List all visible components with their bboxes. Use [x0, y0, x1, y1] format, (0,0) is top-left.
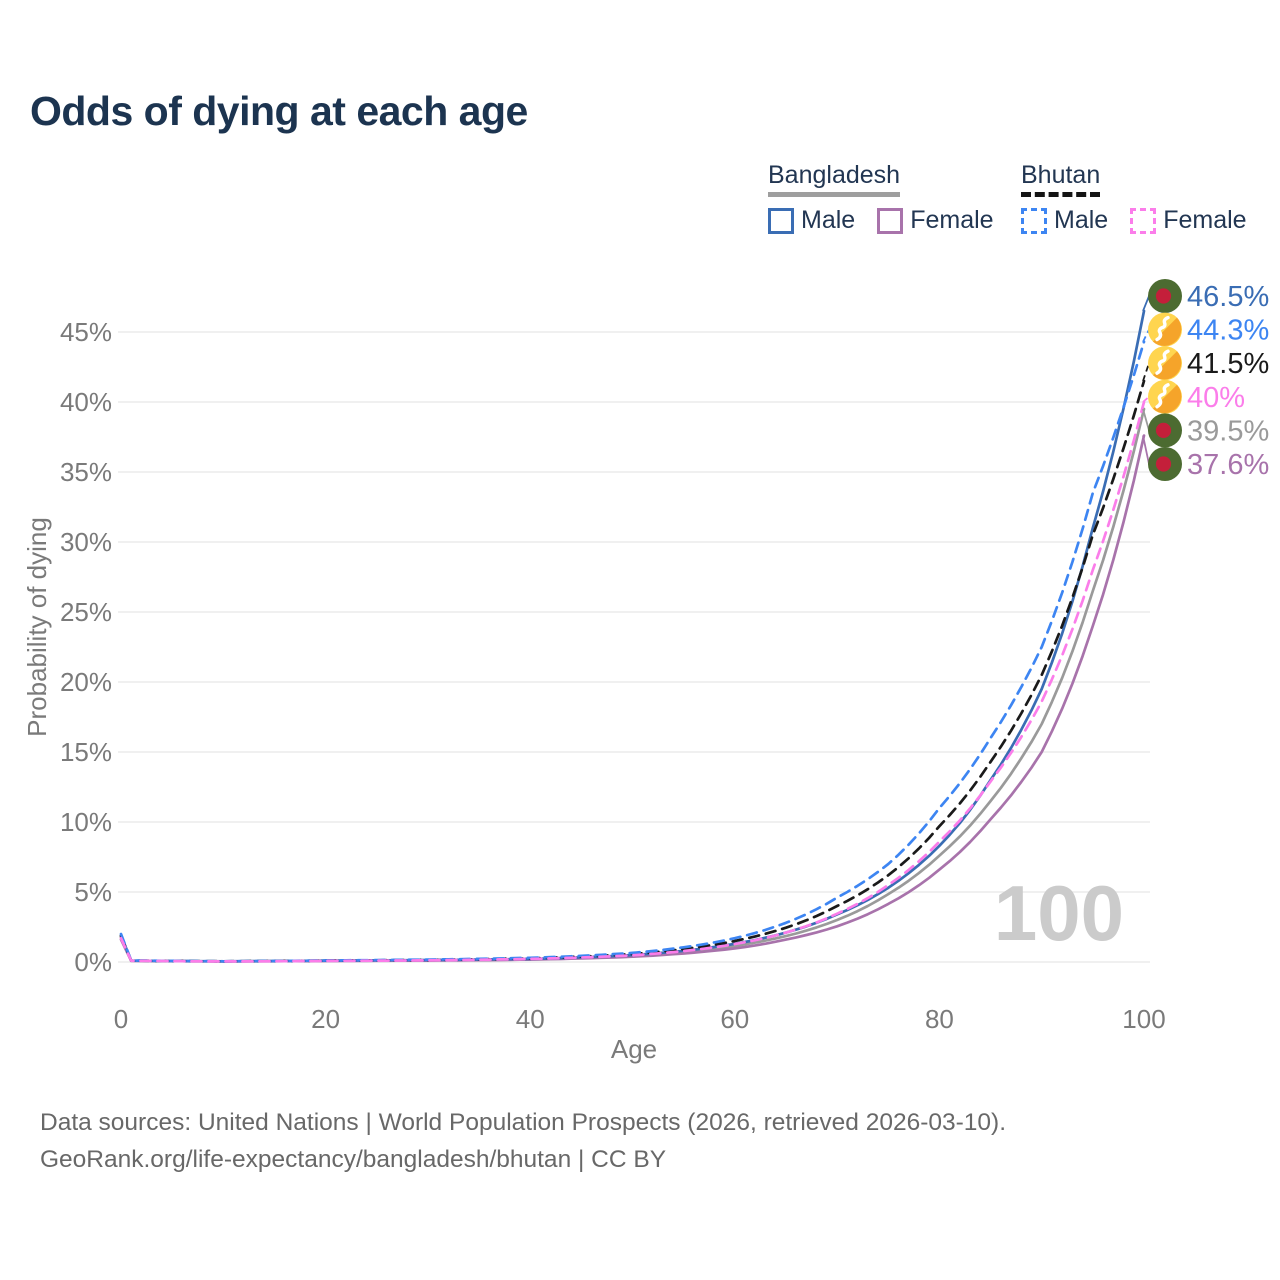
- y-tick-label: 20%: [60, 667, 112, 697]
- end-label-value: 37.6%: [1187, 449, 1269, 481]
- page-title: Odds of dying at each age: [30, 88, 528, 134]
- series-line-bhutan-female: [119, 400, 1146, 963]
- series-line-bangladesh: [119, 407, 1146, 963]
- y-axis-title: Probability of dying: [22, 517, 52, 737]
- x-tick-label: 0: [114, 1004, 128, 1034]
- legend-swatch-bhutan-male: [1021, 207, 1047, 234]
- flag-icon-bhutan: [1148, 346, 1182, 381]
- end-label-value: 40%: [1187, 382, 1245, 414]
- legend-country-bangladesh: Bangladesh: [768, 161, 901, 197]
- y-tick-label: 15%: [60, 737, 112, 767]
- x-tick-label: 40: [516, 1004, 545, 1034]
- legend-group-bangladesh: Bangladesh Male Female: [768, 161, 994, 235]
- series-line-bangladesh-male: [119, 309, 1146, 963]
- footer-source-line: Data sources: United Nations | World Pop…: [40, 1109, 1007, 1136]
- y-tick-label: 40%: [60, 387, 112, 417]
- legend-swatch-bangladesh-female: [877, 207, 904, 234]
- flag-icon-bhutan: [1148, 379, 1182, 414]
- y-tick-label: 35%: [60, 457, 112, 487]
- chart-footer: Data sources: United Nations | World Pop…: [40, 1104, 1006, 1178]
- end-label-value: 39.5%: [1187, 415, 1269, 447]
- y-tick-label: 25%: [60, 597, 112, 627]
- legend-label-bhutan-female: Female: [1163, 206, 1247, 234]
- x-tick-label: 100: [1122, 1004, 1165, 1034]
- end-label-value: 46.5%: [1187, 281, 1269, 313]
- end-label-value: 44.3%: [1187, 315, 1269, 347]
- flag-icon-bangladesh: [1148, 279, 1182, 313]
- x-axis-title: Age: [611, 1034, 657, 1064]
- x-tick-label: 60: [720, 1004, 749, 1034]
- y-tick-label: 30%: [60, 527, 112, 557]
- series-line-bangladesh-female: [119, 434, 1146, 963]
- y-tick-label: 10%: [60, 807, 112, 837]
- flag-icon-bangladesh: [1148, 447, 1182, 481]
- end-label-value: 41.5%: [1187, 348, 1269, 380]
- legend-label-bangladesh-male: Male: [801, 206, 856, 234]
- y-tick-label: 0%: [74, 947, 112, 977]
- legend-country-bhutan: Bhutan: [1021, 161, 1101, 197]
- y-tick-label: 45%: [60, 317, 112, 347]
- series-line-bhutan-male: [119, 340, 1146, 963]
- footer-attribution-line: GeoRank.org/life-expectancy/bangladesh/b…: [40, 1146, 667, 1173]
- flag-icon-bangladesh: [1148, 413, 1182, 448]
- chart-legend: Bangladesh Male Female Bhutan Male Femal…: [768, 161, 1247, 235]
- x-tick-label: 80: [925, 1004, 954, 1034]
- series-line-bhutan: [119, 379, 1146, 963]
- legend-label-bangladesh-female: Female: [910, 206, 994, 234]
- flag-icon-bhutan: [1148, 312, 1182, 347]
- legend-swatch-bangladesh-male: [768, 207, 794, 234]
- age-watermark: 100: [994, 869, 1124, 957]
- x-tick-label: 20: [311, 1004, 340, 1034]
- legend-group-bhutan: Bhutan Male Female: [1021, 161, 1247, 235]
- y-tick-label: 5%: [74, 877, 112, 907]
- legend-label-bhutan-male: Male: [1054, 206, 1109, 234]
- legend-swatch-bhutan-female: [1130, 207, 1157, 234]
